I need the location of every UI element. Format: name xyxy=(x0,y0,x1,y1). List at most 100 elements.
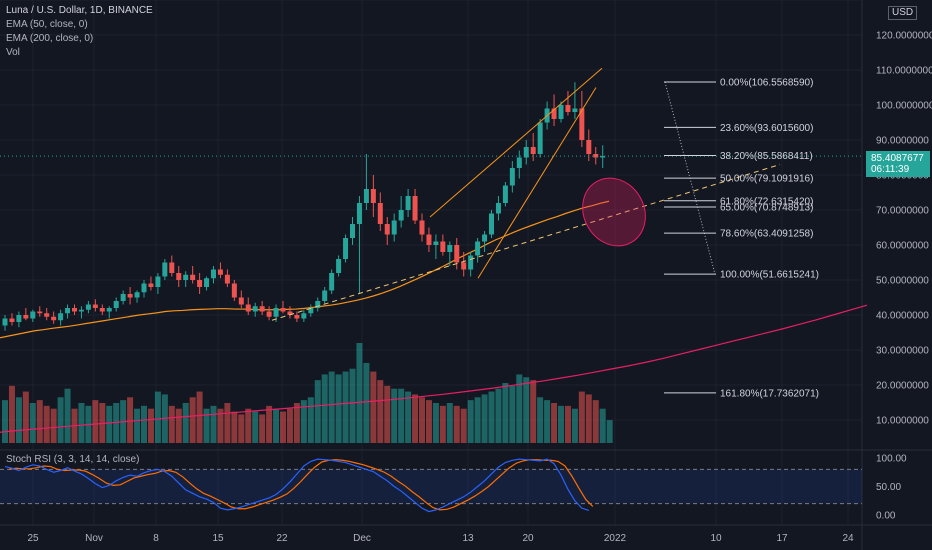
volume-bar xyxy=(252,411,259,443)
volume-bar xyxy=(495,388,502,443)
candle-body xyxy=(593,154,599,158)
candle-body xyxy=(252,306,258,312)
candle-body xyxy=(363,189,369,203)
volume-bar xyxy=(349,368,356,443)
candle-body xyxy=(245,304,251,312)
candle-body xyxy=(148,283,154,287)
volume-bar xyxy=(300,400,307,443)
volume-bar xyxy=(537,397,544,443)
candle-body xyxy=(350,224,355,238)
candle-body xyxy=(336,259,342,273)
currency-button[interactable]: USD xyxy=(888,6,918,20)
fib-level-label: 0.00%(106.5568590) xyxy=(720,78,813,89)
candle-body xyxy=(65,308,71,314)
symbol-title: Luna / U.S. Dollar, 1D, BINANCE xyxy=(6,5,153,16)
candle-body xyxy=(280,308,286,312)
volume-bar xyxy=(523,377,530,443)
y-tick-label: 70.0000000 xyxy=(876,206,929,217)
volume-bar xyxy=(182,403,189,443)
volume-bar xyxy=(217,408,224,443)
x-tick-label: 22 xyxy=(276,533,288,544)
candle-body xyxy=(44,313,50,317)
ema50-line xyxy=(0,200,610,339)
volume-bar xyxy=(280,411,286,443)
candle-body xyxy=(217,269,223,275)
stoch-d-line xyxy=(8,459,594,511)
candle-body xyxy=(509,168,515,186)
candle-body xyxy=(2,318,8,326)
candle-body xyxy=(384,224,390,235)
volume-bar xyxy=(335,374,342,443)
candle-body xyxy=(586,140,592,154)
countdown-timer: 06:11:39 xyxy=(871,164,910,175)
volume-bar xyxy=(488,391,495,443)
fib-level-label: 78.60%(63.4091258) xyxy=(720,229,813,240)
candle-body xyxy=(30,311,36,319)
fib-level-label: 61.80%(72.6315420) xyxy=(720,196,813,207)
ema200-line xyxy=(0,304,868,433)
candle-body xyxy=(294,315,300,319)
volume-bar xyxy=(585,394,592,443)
volume-bar xyxy=(196,391,203,443)
volume-bar xyxy=(168,405,175,443)
volume-bar xyxy=(245,408,252,443)
stoch-k-line xyxy=(4,458,589,513)
candle-body xyxy=(127,294,133,298)
candle-body xyxy=(197,280,203,287)
volume-bar xyxy=(571,408,578,443)
ema200-legend: EMA (200, close, 0) xyxy=(6,33,94,44)
volume-bar xyxy=(425,400,432,443)
candle-body xyxy=(169,262,175,273)
target-zone-ellipse xyxy=(582,177,646,247)
volume-bar xyxy=(481,394,488,443)
candle-body xyxy=(412,196,418,221)
volume-bar xyxy=(15,397,22,443)
stoch-rsi-legend: Stoch RSI (3, 3, 14, 14, close) xyxy=(6,454,140,465)
volume-bar xyxy=(405,391,412,443)
candle-body xyxy=(461,262,467,270)
volume-bar xyxy=(238,414,245,443)
x-tick-label: 15 xyxy=(212,533,224,544)
volume-bar xyxy=(578,391,585,443)
volume-bar xyxy=(113,403,120,443)
volume-bar xyxy=(544,400,551,443)
y-tick-label: 50.0000000 xyxy=(876,276,929,287)
x-tick-label: 25 xyxy=(27,533,39,544)
volume-bar xyxy=(50,408,57,443)
candle-body xyxy=(92,304,98,308)
volume-bar xyxy=(432,403,439,443)
candle-body xyxy=(433,241,439,245)
volume-bar xyxy=(391,388,398,443)
x-tick-label: 10 xyxy=(710,533,722,544)
candle-body xyxy=(343,238,349,259)
candle-body xyxy=(176,273,182,280)
candle-body xyxy=(322,290,328,301)
y-tick-label: 120.0000000 xyxy=(876,31,932,42)
candle-body xyxy=(85,304,91,310)
candle-body xyxy=(134,292,140,298)
support-trendline xyxy=(271,164,781,321)
candle-body xyxy=(259,306,265,312)
candle-body xyxy=(238,297,244,305)
volume-bar xyxy=(2,400,8,443)
volume-bar xyxy=(293,403,300,443)
candle-body xyxy=(537,122,543,154)
x-tick-label: 20 xyxy=(522,533,534,544)
volume-bar xyxy=(8,385,15,443)
candle-body xyxy=(273,308,279,317)
y-tick-label: 10.0000000 xyxy=(876,416,929,427)
volume-bar xyxy=(154,391,161,443)
fib-level-label: 161.80%(17.7362071) xyxy=(720,388,819,399)
volume-bar xyxy=(446,403,453,443)
volume-bar xyxy=(558,405,564,443)
volume-bar xyxy=(377,380,384,443)
ema50-legend: EMA (50, close, 0) xyxy=(6,19,88,30)
fib-level-label: 65.00%(70.8748913) xyxy=(720,202,813,213)
volume-bar xyxy=(321,374,328,443)
y-tick-label: 90.0000000 xyxy=(876,136,929,147)
candle-body xyxy=(141,283,147,293)
volume-bar xyxy=(474,397,481,443)
volume-bar xyxy=(307,397,314,443)
